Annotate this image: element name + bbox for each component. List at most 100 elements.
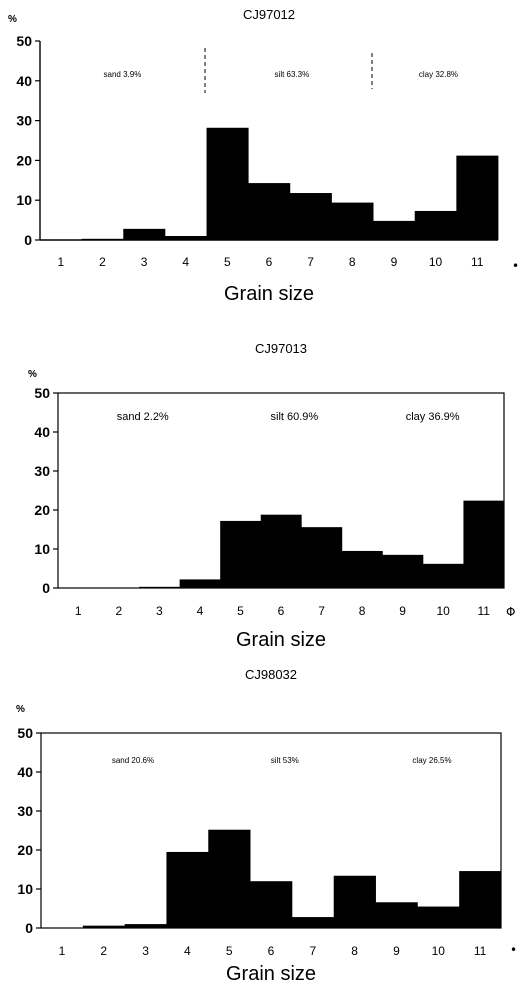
- x-tick-label: 10: [432, 944, 446, 958]
- chart-panel-cj98032: CJ98032% 0 10 20 30 40 50 1 2 3 4 5 6 7 8 9 10 11 • Grain s…: [0, 660, 520, 986]
- bar-8: [333, 875, 376, 928]
- x-tick-label: 3: [142, 944, 149, 958]
- bar-6: [248, 183, 291, 240]
- x-tick-label: 5: [237, 604, 244, 618]
- x-tick-label: 8: [359, 604, 366, 618]
- x-tick-label: 7: [318, 604, 325, 618]
- y-tick-label: 50: [16, 33, 32, 49]
- x-tick-label: 9: [399, 604, 406, 618]
- x-tick-label: 11: [474, 944, 487, 958]
- x-tick-label: 6: [268, 944, 275, 958]
- x-axis-label: Grain size: [226, 963, 316, 985]
- x-unit-symbol: •: [510, 943, 517, 957]
- y-unit-label: %: [16, 704, 25, 715]
- x-tick-label: 1: [75, 604, 82, 618]
- y-tick-label: 30: [17, 803, 33, 819]
- chart-panel-cj97013: CJ97013% 0 10 20 30 40 50 1 2 3 4 5 6 7 8 9 10 11 Φ Grain s…: [0, 335, 520, 655]
- fraction-annotation: clay 36.9%: [406, 411, 460, 423]
- x-tick-label: 5: [224, 255, 231, 269]
- x-axis-label: Grain size: [236, 629, 326, 651]
- x-tick-label: 2: [99, 255, 106, 269]
- y-tick-label: 0: [24, 232, 32, 248]
- x-tick-label: 5: [226, 944, 233, 958]
- bar-10: [414, 210, 457, 240]
- bar-8: [341, 550, 383, 588]
- bar-11: [463, 500, 505, 588]
- x-tick-label: 10: [429, 255, 443, 269]
- y-tick-label: 10: [17, 881, 33, 897]
- fraction-annotation: silt 60.9%: [271, 411, 319, 423]
- bar-6: [250, 881, 293, 928]
- y-unit-label: %: [28, 369, 37, 380]
- chart-cj98032: CJ98032% 0 10 20 30 40 50 1 2 3 4 5 6 7 8 9 10 11 • Grain s…: [16, 667, 517, 985]
- x-tick-label: 2: [100, 944, 107, 958]
- bar-11: [459, 871, 502, 928]
- x-tick-label: 4: [182, 255, 189, 269]
- x-tick-label: 10: [437, 604, 451, 618]
- x-unit-symbol: •: [512, 259, 519, 273]
- y-tick-label: 20: [34, 502, 50, 518]
- bar-5: [220, 520, 262, 588]
- x-tick-label: 8: [351, 944, 358, 958]
- bar-4: [179, 579, 221, 588]
- fraction-annotation: silt 63.3%: [275, 70, 310, 79]
- x-tick-label: 6: [278, 604, 285, 618]
- x-tick-label: 3: [156, 604, 163, 618]
- y-tick-label: 20: [17, 842, 33, 858]
- chart-panel-cj97012: CJ97012% 0 10 20 30 40 50 1 2 3 4 5 6 7 8 9 10 11 • Grain s…: [0, 0, 520, 310]
- bar-3: [139, 586, 181, 588]
- bar-3: [123, 228, 166, 240]
- x-tick-label: 1: [57, 255, 64, 269]
- x-tick-label: 7: [309, 944, 316, 958]
- x-unit-symbol: Φ: [506, 605, 515, 619]
- chart-cj97013: CJ97013% 0 10 20 30 40 50 1 2 3 4 5 6 7 8 9 10 11 Φ Grain s…: [28, 341, 515, 651]
- bar-7: [291, 917, 335, 928]
- x-axis-label: Grain size: [224, 283, 314, 305]
- bar-7: [301, 527, 343, 588]
- y-tick-label: 0: [25, 920, 33, 936]
- x-tick-label: 9: [393, 944, 400, 958]
- bar-2: [81, 238, 124, 240]
- fraction-annotation: clay 32.8%: [419, 70, 458, 79]
- bar-6: [260, 514, 302, 588]
- chart-title: CJ97013: [255, 341, 307, 356]
- y-tick-label: 40: [16, 73, 32, 89]
- y-tick-label: 50: [34, 385, 50, 401]
- bar-5: [206, 127, 249, 240]
- bar-4: [166, 851, 209, 928]
- bar-10: [422, 563, 464, 588]
- x-tick-label: 1: [59, 944, 66, 958]
- y-tick-label: 30: [34, 463, 50, 479]
- y-tick-label: 40: [17, 764, 33, 780]
- x-tick-label: 2: [115, 604, 122, 618]
- x-tick-label: 11: [477, 604, 490, 618]
- bar-5: [208, 829, 251, 928]
- bar-9: [373, 220, 416, 240]
- x-tick-label: 8: [349, 255, 356, 269]
- bar-9: [382, 554, 424, 588]
- chart-title: CJ98032: [245, 667, 297, 682]
- chart-title: CJ97012: [243, 7, 295, 22]
- x-tick-label: 9: [391, 255, 398, 269]
- fraction-annotation: sand 3.9%: [104, 70, 142, 79]
- x-tick-label: 7: [307, 255, 314, 269]
- fraction-annotation: sand 20.6%: [112, 756, 154, 765]
- y-tick-label: 20: [16, 152, 32, 168]
- y-unit-label: %: [8, 14, 17, 25]
- y-tick-label: 10: [34, 541, 50, 557]
- y-tick-label: 0: [42, 580, 50, 596]
- bar-4: [164, 236, 207, 240]
- bar-7: [289, 193, 332, 240]
- bar-9: [375, 902, 418, 928]
- x-tick-label: 3: [141, 255, 148, 269]
- fraction-annotation: clay 26.5%: [412, 756, 451, 765]
- bar-3: [124, 924, 167, 928]
- bar-8: [331, 202, 374, 240]
- y-tick-label: 10: [16, 192, 32, 208]
- bar-2: [82, 925, 126, 928]
- y-tick-label: 30: [16, 113, 32, 129]
- x-tick-label: 11: [471, 255, 484, 269]
- y-tick-label: 40: [34, 424, 50, 440]
- x-tick-label: 6: [266, 255, 273, 269]
- fraction-annotation: silt 53%: [271, 756, 299, 765]
